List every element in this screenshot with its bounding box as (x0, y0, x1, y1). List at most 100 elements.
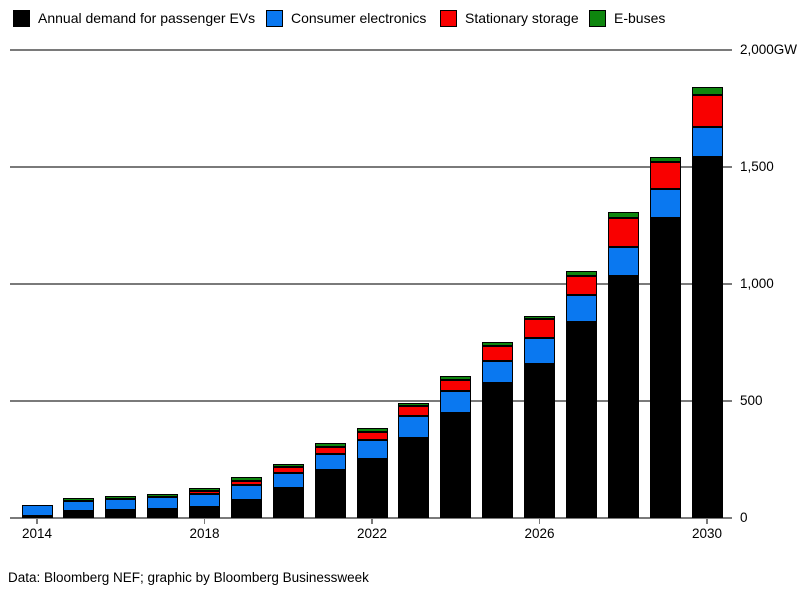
x-axis-label-2022: 2022 (356, 526, 388, 541)
gridline-2000 (10, 49, 732, 51)
legend-item-e-buses: E-buses (589, 9, 665, 27)
legend-swatch-consumer-electronics-icon (266, 9, 283, 27)
segment-eb-2019 (230, 476, 262, 482)
segment-ev-2025 (482, 383, 514, 518)
bar-2026 (524, 315, 555, 518)
bar-2023 (398, 403, 430, 518)
legend-label-consumer-electronics: Consumer electronics (291, 10, 427, 26)
segment-eb-2017 (147, 493, 179, 498)
x-tick-2014 (36, 518, 38, 524)
bar-2029 (649, 156, 681, 518)
bar-2024 (440, 376, 472, 518)
legend-label-stationary-storage: Stationary storage (465, 10, 579, 26)
x-axis-label-2026: 2026 (524, 526, 555, 541)
segment-ce-2018 (189, 494, 220, 508)
segment-ce-2028 (607, 247, 639, 276)
segment-ss-2024 (440, 379, 472, 392)
segment-ss-2021 (314, 446, 346, 455)
segment-ev-2027 (565, 322, 597, 518)
segment-ss-2027 (565, 276, 597, 296)
legend-item-consumer-electronics: Consumer electronics (266, 9, 426, 27)
bar-2018 (189, 487, 220, 518)
segment-eb-2030 (691, 86, 723, 96)
x-axis-label-2014: 2014 (21, 526, 53, 541)
bar-2021 (314, 442, 346, 518)
segment-ce-2022 (356, 440, 388, 459)
segment-ev-2023 (398, 437, 430, 518)
segment-ce-2016 (105, 499, 137, 510)
segment-ev-2016 (105, 509, 137, 518)
segment-eb-2016 (105, 496, 137, 500)
segment-ev-2028 (607, 275, 639, 518)
plot-area (10, 49, 732, 524)
bar-2017 (147, 493, 179, 518)
x-tick-2022 (371, 518, 373, 524)
bar-2028 (607, 211, 639, 518)
segment-ce-2030 (691, 126, 723, 157)
x-tick-2030 (706, 518, 708, 524)
bar-2025 (482, 341, 514, 518)
segment-ss-2026 (524, 319, 555, 339)
legend-swatch-stationary-storage-icon (440, 9, 457, 27)
legend-item-passenger-evs: Annual demand for passenger EVs (13, 9, 255, 27)
segment-ev-2030 (691, 156, 723, 518)
segment-ce-2027 (565, 295, 597, 323)
bar-2016 (105, 496, 137, 518)
segment-ce-2014 (21, 505, 53, 516)
y-axis-label-500: 500 (740, 393, 763, 408)
segment-ss-2022 (356, 431, 388, 441)
legend-label-e-buses: E-buses (614, 10, 666, 26)
segment-ev-2021 (314, 470, 346, 518)
segment-ss-2020 (272, 467, 304, 474)
segment-eb-2022 (356, 427, 388, 432)
stacked-bar-chart: 0 500 1,000 1,500 2,000GW 2014 2018 2022 2026 20… (10, 42, 798, 541)
y-axis-label-2000: 2,000GW (740, 42, 798, 57)
y-axis-label-1500: 1,500 (740, 159, 774, 174)
legend-swatch-e-buses-icon (589, 9, 606, 27)
segment-ce-2026 (524, 338, 555, 365)
segment-ev-2019 (230, 499, 262, 518)
segment-eb-2015 (63, 498, 95, 501)
segment-ce-2019 (230, 485, 262, 500)
segment-ce-2015 (63, 500, 95, 511)
source-note: Data: Bloomberg NEF; graphic by Bloomber… (8, 570, 369, 585)
bar-2027 (565, 271, 597, 518)
legend-item-stationary-storage: Stationary storage (440, 9, 579, 27)
segment-eb-2021 (314, 442, 346, 447)
bar-2019 (230, 476, 262, 518)
segment-ss-2028 (607, 217, 639, 248)
segment-ev-2029 (649, 218, 681, 518)
segment-eb-2020 (272, 463, 304, 468)
segment-ev-2022 (356, 458, 388, 518)
segment-ev-2014 (21, 515, 53, 518)
segment-ss-2029 (649, 162, 681, 190)
y-axis-label-0: 0 (740, 510, 748, 525)
segment-ss-2030 (691, 95, 723, 127)
segment-ce-2017 (147, 497, 179, 510)
segment-eb-2029 (649, 156, 681, 163)
segment-eb-2026 (524, 315, 555, 320)
segment-ce-2024 (440, 391, 472, 413)
segment-ss-2023 (398, 406, 430, 416)
segment-ss-2025 (482, 346, 514, 361)
x-tick-2026 (538, 518, 541, 524)
segment-ev-2024 (440, 412, 472, 518)
y-axis-label-1000: 1,000 (740, 276, 774, 291)
bar-2022 (356, 427, 388, 518)
segment-eb-2028 (607, 211, 639, 218)
gridline-1000 (10, 283, 732, 285)
x-tick-2018 (203, 518, 206, 524)
segment-ce-2023 (398, 415, 430, 438)
segment-eb-2023 (398, 403, 430, 407)
segment-ev-2018 (189, 507, 220, 518)
x-axis-label-2030: 2030 (691, 526, 723, 541)
segment-eb-2018 (189, 487, 220, 492)
segment-ce-2020 (272, 473, 304, 489)
segment-ev-2015 (63, 510, 95, 518)
legend: Annual demand for passenger EVs Consumer… (0, 0, 803, 36)
segment-eb-2027 (565, 271, 597, 277)
segment-ev-2020 (272, 488, 304, 518)
segment-ce-2025 (482, 360, 514, 384)
segment-ce-2021 (314, 454, 346, 471)
segment-ev-2026 (524, 364, 555, 518)
